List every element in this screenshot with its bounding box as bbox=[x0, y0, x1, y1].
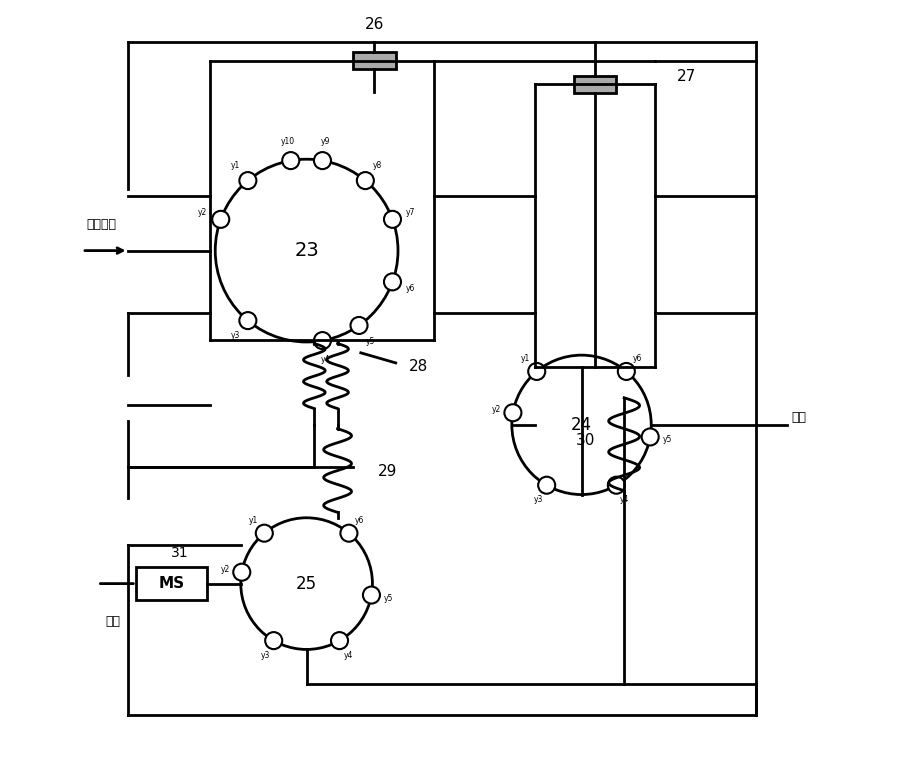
Circle shape bbox=[384, 211, 401, 228]
Text: y3: y3 bbox=[260, 651, 270, 660]
Circle shape bbox=[641, 428, 659, 445]
Text: y5: y5 bbox=[384, 594, 393, 602]
Circle shape bbox=[341, 525, 357, 541]
Text: y1: y1 bbox=[231, 161, 240, 170]
Text: 29: 29 bbox=[378, 464, 398, 479]
Text: 30: 30 bbox=[576, 433, 595, 448]
Circle shape bbox=[363, 587, 380, 604]
Text: y2: y2 bbox=[221, 565, 230, 574]
Text: 24: 24 bbox=[571, 416, 592, 434]
Text: 待测气体: 待测气体 bbox=[87, 218, 116, 231]
Text: y6: y6 bbox=[355, 516, 365, 525]
Text: MS: MS bbox=[159, 576, 185, 591]
Text: 31: 31 bbox=[171, 547, 188, 560]
Text: y5: y5 bbox=[663, 435, 672, 445]
Circle shape bbox=[212, 211, 229, 228]
Text: y4: y4 bbox=[620, 495, 629, 505]
Circle shape bbox=[239, 172, 257, 189]
Text: y2: y2 bbox=[198, 208, 207, 217]
Circle shape bbox=[351, 317, 367, 334]
Circle shape bbox=[538, 477, 556, 494]
Text: y2: y2 bbox=[491, 406, 501, 414]
Text: y3: y3 bbox=[533, 495, 543, 505]
Text: y6: y6 bbox=[632, 354, 642, 363]
Text: 氢气: 氢气 bbox=[105, 615, 121, 628]
Circle shape bbox=[314, 152, 331, 169]
Text: y1: y1 bbox=[248, 516, 258, 525]
Circle shape bbox=[265, 632, 282, 649]
Circle shape bbox=[239, 312, 257, 329]
Circle shape bbox=[282, 152, 299, 169]
Text: 23: 23 bbox=[294, 241, 319, 260]
Text: 25: 25 bbox=[296, 575, 318, 593]
Text: y8: y8 bbox=[373, 161, 382, 170]
Circle shape bbox=[504, 404, 521, 421]
Text: y4: y4 bbox=[321, 355, 330, 364]
Circle shape bbox=[331, 632, 348, 649]
Circle shape bbox=[256, 525, 273, 541]
Text: 28: 28 bbox=[409, 360, 428, 374]
Bar bbox=[574, 76, 617, 93]
Text: y5: y5 bbox=[366, 337, 375, 346]
Text: 26: 26 bbox=[365, 17, 384, 32]
Circle shape bbox=[528, 363, 545, 380]
Text: y4: y4 bbox=[343, 651, 353, 660]
Text: 废气: 废气 bbox=[791, 410, 806, 424]
Text: y7: y7 bbox=[406, 208, 415, 217]
Text: y1: y1 bbox=[521, 354, 531, 363]
Bar bbox=[137, 567, 208, 600]
Circle shape bbox=[357, 172, 374, 189]
Text: y10: y10 bbox=[281, 137, 294, 146]
Circle shape bbox=[384, 273, 401, 290]
Text: y9: y9 bbox=[321, 137, 330, 146]
Circle shape bbox=[617, 363, 635, 380]
Text: y6: y6 bbox=[406, 284, 415, 293]
Text: y3: y3 bbox=[231, 331, 240, 340]
Circle shape bbox=[234, 564, 250, 580]
Circle shape bbox=[314, 332, 331, 349]
Text: 27: 27 bbox=[677, 69, 696, 84]
Circle shape bbox=[608, 477, 625, 494]
Bar bbox=[354, 52, 396, 69]
